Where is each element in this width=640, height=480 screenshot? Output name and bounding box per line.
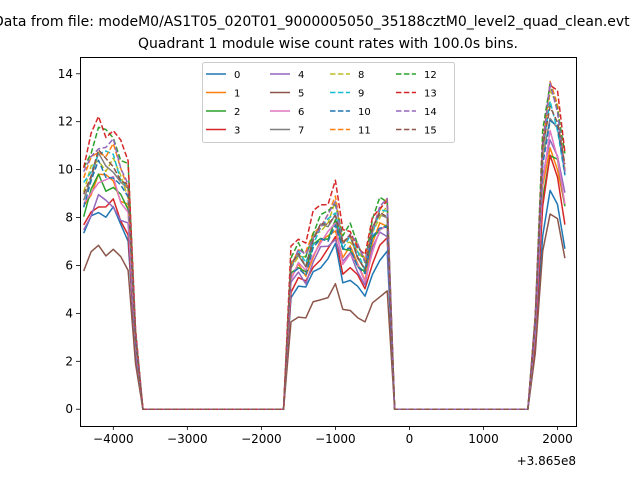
y-tick-label: 8 bbox=[65, 211, 73, 225]
legend-label: 1 bbox=[234, 89, 240, 100]
series-line-3 bbox=[83, 154, 566, 410]
x-tick-label: −1000 bbox=[315, 432, 356, 446]
y-axis: 0 2 4 6 8 10 12 14 bbox=[58, 67, 80, 416]
legend-label: 2 bbox=[234, 107, 240, 118]
y-tick-label: 10 bbox=[58, 163, 73, 177]
series-line-6 bbox=[83, 129, 566, 410]
y-tick-label: 4 bbox=[65, 306, 73, 320]
legend-label: 0 bbox=[234, 70, 240, 81]
legend-label: 3 bbox=[234, 126, 240, 137]
chart-title: Quadrant 1 module wise count rates with … bbox=[138, 36, 518, 52]
legend-frame bbox=[202, 62, 455, 143]
plot-frame bbox=[80, 57, 577, 427]
y-tick-label: 6 bbox=[65, 258, 73, 272]
x-tick-label: 0 bbox=[406, 432, 414, 446]
legend-label: 5 bbox=[298, 89, 304, 100]
y-tick-label: 0 bbox=[65, 402, 73, 416]
series-line-2 bbox=[82, 154, 566, 410]
legend-label: 12 bbox=[424, 70, 437, 81]
x-tick-label: 1000 bbox=[468, 432, 499, 446]
x-offset-label: +3.865e8 bbox=[517, 454, 576, 468]
legend-label: 13 bbox=[424, 89, 437, 100]
x-tick-label: −2000 bbox=[241, 432, 282, 446]
legend-label: 15 bbox=[424, 126, 437, 137]
y-tick-label: 14 bbox=[58, 67, 73, 81]
x-axis: −4000 −3000 −2000 −1000 0 1000 2000 bbox=[93, 426, 573, 446]
legend-label: 8 bbox=[358, 70, 364, 81]
legend-label: 10 bbox=[358, 107, 371, 118]
legend-label: 14 bbox=[424, 107, 437, 118]
series-lines bbox=[82, 80, 566, 410]
series-line-4 bbox=[83, 139, 566, 410]
legend-label: 7 bbox=[298, 126, 304, 137]
x-tick-label: 2000 bbox=[542, 432, 573, 446]
legend-label: 4 bbox=[298, 70, 304, 81]
legend-label: 11 bbox=[358, 126, 371, 137]
legend-label: 6 bbox=[298, 107, 304, 118]
figure-suptitle: Data from file: modeM0/AS1T05_020T01_900… bbox=[0, 14, 630, 30]
x-tick-label: −3000 bbox=[167, 432, 208, 446]
y-tick-label: 2 bbox=[65, 354, 73, 368]
y-tick-label: 12 bbox=[58, 115, 73, 129]
series-line-1 bbox=[83, 147, 566, 410]
series-line-5 bbox=[82, 213, 566, 410]
legend-label: 9 bbox=[358, 89, 364, 100]
series-line-10 bbox=[82, 120, 566, 410]
series-line-15 bbox=[83, 105, 566, 410]
x-tick-label: −4000 bbox=[93, 432, 134, 446]
